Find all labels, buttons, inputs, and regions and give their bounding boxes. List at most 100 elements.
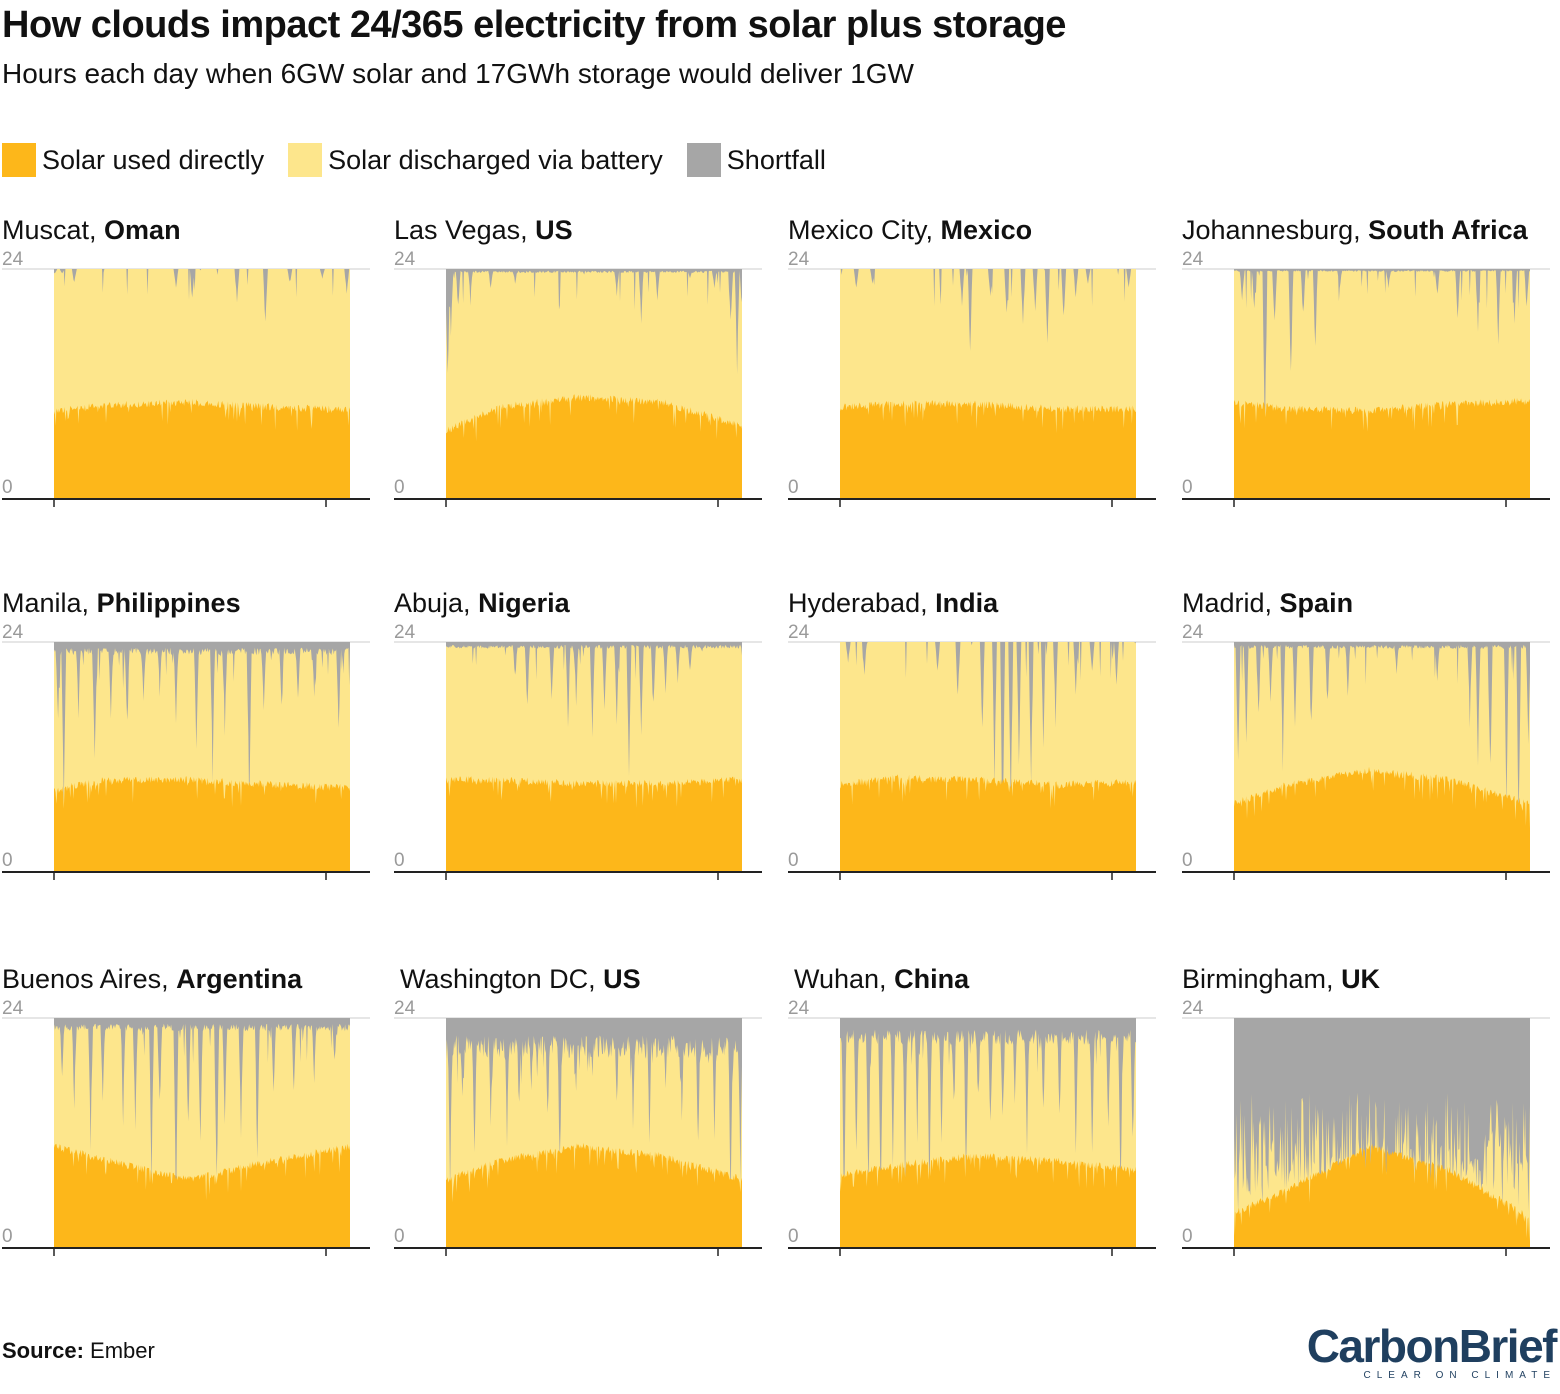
panel-title: Las Vegas, US (394, 215, 573, 246)
y-tick-label-bottom: 0 (394, 1226, 405, 1247)
area-direct (446, 394, 742, 499)
y-tick-label-bottom: 0 (2, 477, 13, 498)
panel-title: Buenos Aires, Argentina (2, 964, 302, 995)
chart-panel: Johannesburg, South Africa 24 0 Jan Dec (1182, 215, 1560, 565)
panel-chart: 24 0 Jan Dec (394, 249, 762, 525)
panel-city: Las Vegas, (394, 215, 528, 245)
y-tick-label-top: 24 (2, 622, 24, 643)
x-tick-label-jan: Jan (38, 522, 70, 525)
y-tick-label-top: 24 (788, 998, 810, 1019)
y-tick-label-top: 24 (788, 622, 810, 643)
area-direct (1234, 1143, 1530, 1248)
source-note: Source: Ember (2, 1338, 155, 1364)
area-shortfall (1234, 269, 1530, 441)
panel-title: Hyderabad, India (788, 588, 998, 619)
x-tick-label-dec: Dec (700, 522, 736, 525)
x-tick-label-dec: Dec (308, 895, 344, 898)
x-tick-label-dec: Dec (1094, 522, 1130, 525)
logo-wordmark: CarbonBrief (1306, 1320, 1558, 1372)
panel-city: Manila, (2, 588, 90, 618)
chart-panel: Hyderabad, India 24 0 Jan Dec (788, 588, 1168, 938)
panel-city: Buenos Aires, (2, 964, 169, 994)
panel-city: Birmingham, (1182, 964, 1334, 994)
chart-panel: Abuja, Nigeria 24 0 Jan Dec (394, 588, 774, 938)
panel-chart: 24 0 Jan Dec (2, 622, 370, 898)
panel-city: Hyderabad, (788, 588, 928, 618)
chart-panel: Buenos Aires, Argentina 24 0 Jan Dec (2, 964, 382, 1314)
legend: Solar used directly Solar discharged via… (2, 143, 850, 177)
y-tick-label-bottom: 0 (394, 850, 405, 871)
chart-panel: Mexico City, Mexico 24 0 Jan Dec (788, 215, 1168, 565)
x-tick-label-jan: Jan (824, 522, 856, 525)
x-tick-label-dec: Dec (1488, 522, 1524, 525)
legend-item-direct: Solar used directly (2, 143, 264, 177)
area-direct (54, 398, 350, 499)
panel-country: Spain (1279, 588, 1354, 618)
panel-chart: 24 0 Jan Dec (788, 998, 1156, 1274)
legend-item-shortfall: Shortfall (686, 143, 826, 177)
x-tick-label-jan: Jan (1218, 522, 1250, 525)
panel-chart: 24 0 Jan Dec (1182, 249, 1550, 525)
panel-country: Nigeria (478, 588, 570, 618)
chart-title: How clouds impact 24/365 electricity fro… (2, 4, 1066, 46)
y-tick-label-top: 24 (2, 998, 24, 1019)
panel-title: Johannesburg, South Africa (1182, 215, 1528, 246)
y-tick-label-top: 24 (394, 998, 416, 1019)
panel-chart: 24 0 Jan Dec (788, 622, 1156, 898)
area-shortfall (446, 1018, 742, 1206)
legend-label-direct: Solar used directly (42, 144, 265, 175)
panel-chart: 24 0 Jan Dec (394, 998, 762, 1274)
x-tick-label-jan: Jan (1218, 895, 1250, 898)
panel-country: Argentina (176, 964, 303, 994)
panel-chart: 24 0 Jan Dec (1182, 998, 1550, 1274)
legend-swatch-shortfall (686, 143, 721, 177)
y-tick-label-bottom: 0 (788, 850, 799, 871)
panel-country: US (603, 964, 641, 994)
area-shortfall (840, 1018, 1136, 1221)
panel-chart: 24 0 Jan Dec (2, 998, 370, 1274)
area-direct (446, 776, 742, 872)
chart-panel: Wuhan, China 24 0 Jan Dec (788, 964, 1168, 1314)
chart-panel: Madrid, Spain 24 0 Jan Dec (1182, 588, 1560, 938)
panel-country: Oman (104, 215, 181, 245)
panel-country: Mexico (940, 215, 1033, 245)
y-tick-label-top: 24 (788, 249, 810, 270)
source-value: Ember (90, 1338, 155, 1363)
x-tick-label-dec: Dec (1094, 895, 1130, 898)
chart-panel: Muscat, Oman 24 0 Jan Dec (2, 215, 382, 565)
x-tick-label-dec: Dec (700, 895, 736, 898)
panel-title: Muscat, Oman (2, 215, 181, 246)
y-tick-label-bottom: 0 (2, 1226, 13, 1247)
area-direct (840, 1153, 1136, 1248)
x-tick-label-jan: Jan (824, 1271, 856, 1274)
panel-chart: 24 0 Jan Dec (2, 249, 370, 525)
panel-city: Muscat, (2, 215, 97, 245)
legend-label-battery: Solar discharged via battery (328, 144, 663, 175)
panel-title: Abuja, Nigeria (394, 588, 570, 619)
x-tick-label-jan: Jan (430, 522, 462, 525)
chart-panel: Washington DC, US 24 0 Jan Dec (394, 964, 774, 1314)
y-tick-label-bottom: 0 (788, 1226, 799, 1247)
area-direct (840, 400, 1136, 499)
panel-title: Wuhan, China (794, 964, 969, 995)
panel-country: South Africa (1368, 215, 1528, 245)
x-tick-label-dec: Dec (1488, 895, 1524, 898)
x-tick-label-dec: Dec (308, 1271, 344, 1274)
panel-chart: 24 0 Jan Dec (1182, 622, 1550, 898)
chart-subtitle: Hours each day when 6GW solar and 17GWh … (2, 58, 914, 89)
legend-swatch-direct (2, 143, 36, 177)
x-tick-label-jan: Jan (1218, 1271, 1250, 1274)
area-direct (54, 1143, 350, 1248)
panel-title: Washington DC, US (400, 964, 641, 995)
y-tick-label-bottom: 0 (788, 477, 799, 498)
x-tick-label-jan: Jan (824, 895, 856, 898)
y-tick-label-bottom: 0 (1182, 850, 1193, 871)
panel-title: Mexico City, Mexico (788, 215, 1032, 246)
legend-label-shortfall: Shortfall (726, 144, 826, 175)
panel-city: Mexico City, (788, 215, 934, 245)
panel-title: Madrid, Spain (1182, 588, 1353, 619)
x-tick-label-jan: Jan (38, 895, 70, 898)
x-tick-label-jan: Jan (38, 1271, 70, 1274)
panel-country: UK (1341, 964, 1381, 994)
legend-swatch-battery (288, 143, 323, 177)
